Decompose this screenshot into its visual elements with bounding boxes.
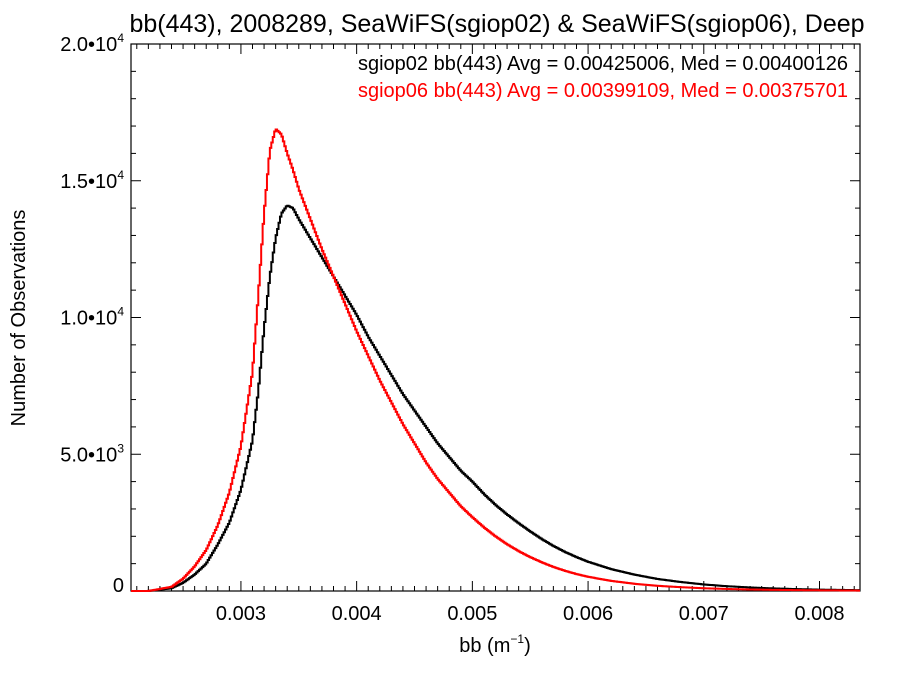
- x-axis-label: bb (m−1): [459, 632, 530, 657]
- x-axis: 0.003 0.004 0.005 0.006 0.007 0.008: [136, 44, 855, 625]
- chart-title: bb(443), 2008289, SeaWiFS(sgiop02) & Sea…: [129, 10, 864, 38]
- x-axis-label-exponent: −1: [510, 632, 524, 646]
- y-tick-label: 0: [113, 575, 124, 597]
- x-tick-label: 0.003: [216, 603, 266, 625]
- y-tick-label: 2.0•104: [60, 31, 124, 56]
- series-line-2: [131, 128, 860, 592]
- legend-entry-1: sgiop02 bb(443) Avg = 0.00425006, Med = …: [358, 53, 848, 75]
- y-tick-label-exponent: 4: [117, 305, 124, 319]
- x-axis-label-text: bb (m: [459, 635, 510, 657]
- x-tick-label: 0.008: [794, 603, 844, 625]
- y-tick-label-exponent: 4: [117, 31, 124, 45]
- x-tick-label: 0.004: [332, 603, 382, 625]
- y-tick-label-exponent: 3: [117, 441, 124, 455]
- x-tick-label: 0.007: [679, 603, 729, 625]
- y-tick-label: 5.0•103: [60, 441, 124, 466]
- plot-frame: [130, 43, 861, 592]
- x-axis-label-close: ): [524, 635, 531, 657]
- x-tick-label: 0.006: [563, 603, 613, 625]
- y-tick-label: 1.0•104: [60, 305, 124, 330]
- legend: sgiop02 bb(443) Avg = 0.00425006, Med = …: [358, 53, 848, 102]
- series-layer: [131, 128, 860, 592]
- series-line-1: [131, 204, 860, 592]
- legend-entry-2: sgiop06 bb(443) Avg = 0.00399109, Med = …: [358, 80, 848, 102]
- y-axis-label: Number of Observations: [8, 210, 30, 427]
- y-tick-label: 1.5•104: [60, 168, 124, 193]
- y-axis: 0 5.0•103 1.0•104 1.5•104 2.0•104: [60, 31, 860, 597]
- x-tick-label: 0.005: [447, 603, 497, 625]
- y-tick-label-exponent: 4: [117, 168, 124, 182]
